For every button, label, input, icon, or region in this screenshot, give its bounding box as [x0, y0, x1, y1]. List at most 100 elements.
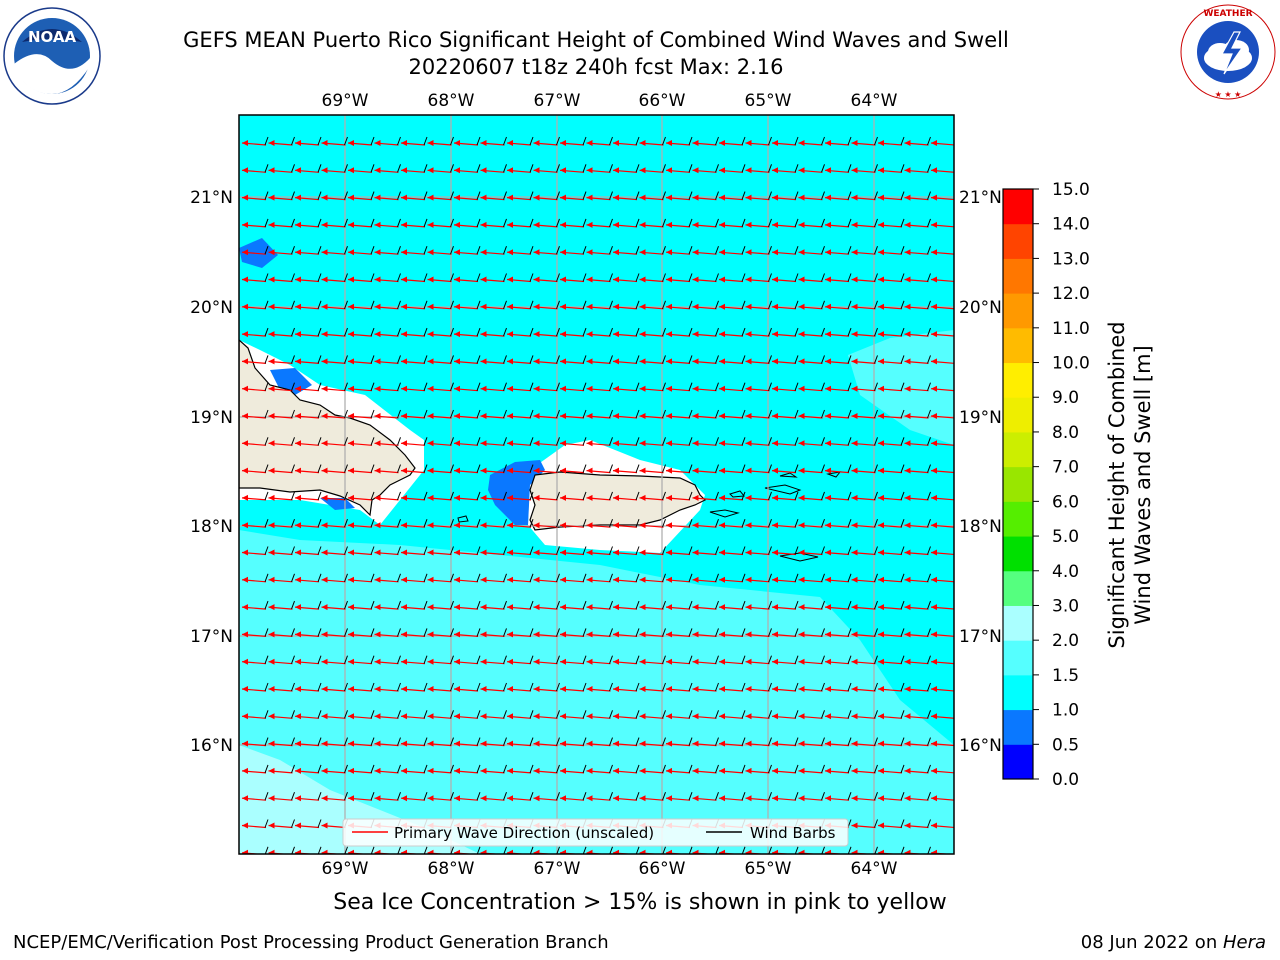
- wave-arrow: [480, 737, 507, 747]
- wave-arrow: [321, 164, 348, 174]
- wave-arrow: [506, 628, 534, 638]
- wave-arrow: [798, 327, 825, 338]
- wave-arrow: [930, 713, 954, 720]
- wave-arrow: [268, 191, 295, 201]
- wave-arrow: [374, 764, 401, 774]
- wave-arrow: [268, 464, 295, 474]
- noaa-logo-text: NOAA: [28, 28, 77, 46]
- wave-arrow: [294, 300, 322, 310]
- wave-arrow: [241, 164, 269, 174]
- wave-arrow: [559, 136, 587, 146]
- wave-arrow: [400, 300, 428, 310]
- lon-label-bottom: 66°W: [639, 859, 686, 879]
- wave-arrow: [533, 491, 560, 501]
- wave-arrow: [877, 136, 905, 146]
- wave-arrow: [639, 437, 666, 447]
- wave-arrow: [506, 655, 534, 665]
- wave-arrow: [427, 382, 454, 392]
- wave-arrow: [533, 764, 560, 774]
- wave-arrow: [612, 655, 640, 665]
- wave-arrow: [400, 737, 428, 747]
- wave-arrow: [480, 409, 507, 419]
- wave-arrow: [824, 409, 852, 419]
- wave-arrow: [400, 355, 428, 365]
- wave-arrow: [374, 273, 401, 283]
- wave-arrow: [612, 628, 640, 638]
- wave-arrow: [294, 464, 322, 474]
- wave-arrow: [718, 655, 746, 665]
- wave-arrow: [321, 409, 348, 419]
- wave-arrow: [877, 327, 905, 338]
- wave-arrow: [798, 409, 825, 419]
- wave-arrow: [480, 136, 507, 146]
- wave-arrow: [241, 491, 269, 501]
- wave-arrow: [798, 191, 825, 201]
- wave-arrow: [321, 218, 348, 228]
- wave-arrow: [877, 218, 905, 228]
- wave-arrow: [771, 191, 799, 201]
- wave-arrow: [745, 218, 772, 228]
- wave-arrow: [268, 655, 295, 665]
- colorbar-frame: [1002, 188, 1034, 780]
- wave-arrow: [930, 686, 954, 692]
- wave-arrow: [559, 300, 587, 310]
- wave-arrow: [559, 519, 587, 529]
- wave-arrow: [480, 764, 507, 774]
- wave-arrow: [400, 437, 428, 447]
- wave-arrow: [533, 136, 560, 146]
- wave-arrow: [718, 491, 746, 501]
- colorbar-swatch: [1003, 709, 1033, 745]
- wave-arrow: [665, 136, 693, 146]
- wave-arrow: [533, 546, 560, 556]
- wave-arrow: [374, 600, 401, 611]
- wave-arrow: [745, 710, 772, 720]
- lat-label-right: 21°N: [959, 188, 1002, 208]
- wave-arrow: [798, 573, 825, 583]
- wave-arrow: [480, 546, 507, 556]
- wave-arrow: [665, 464, 693, 474]
- wave-arrow: [241, 273, 269, 283]
- wave-arrow: [692, 710, 719, 720]
- wave-arrow: [586, 355, 613, 365]
- wave-arrow: [506, 600, 534, 611]
- wave-arrow: [347, 737, 375, 747]
- wave-arrow: [559, 191, 587, 201]
- wave-arrow: [559, 737, 587, 747]
- wave-arrow: [480, 218, 507, 228]
- wave-arrow: [241, 409, 269, 419]
- wave-arrow: [347, 710, 375, 720]
- wave-arrow: [294, 437, 322, 447]
- wave-arrow: [533, 300, 560, 310]
- wave-arrow: [506, 327, 534, 338]
- wave-arrow: [904, 437, 931, 447]
- wave-arrow: [241, 710, 269, 720]
- wave-arrow: [798, 628, 825, 638]
- wave-arrow: [771, 655, 799, 665]
- lat-label-left: 17°N: [190, 627, 233, 647]
- wave-arrow: [586, 218, 613, 228]
- wave-arrow: [745, 628, 772, 638]
- wave-arrow: [480, 464, 507, 474]
- wave-arrow: [930, 467, 954, 474]
- colorbar-tick-label: 9.0: [1052, 388, 1079, 408]
- wave-arrow: [480, 600, 507, 611]
- wave-arrow: [586, 327, 613, 338]
- wave-arrow: [930, 140, 954, 146]
- wave-arrow: [321, 546, 348, 556]
- wave-arrow: [877, 246, 905, 256]
- lat-label-right: 18°N: [959, 517, 1002, 537]
- wave-arrow: [904, 546, 931, 556]
- wave-arrow: [665, 327, 693, 338]
- colorbar-tick-label: 2.0: [1052, 631, 1079, 651]
- wave-arrow: [824, 437, 852, 447]
- wave-arrow: [665, 273, 693, 283]
- wave-arrow: [586, 519, 613, 529]
- wave-arrow: [612, 764, 640, 774]
- wave-arrow: [559, 382, 587, 392]
- wave-arrow: [612, 218, 640, 228]
- wave-arrow: [824, 628, 852, 638]
- map-area: [239, 115, 954, 854]
- wave-arrow: [453, 218, 481, 228]
- wave-arrow: [533, 191, 560, 201]
- footer-date-text: 08 Jun 2022 on: [1080, 932, 1223, 953]
